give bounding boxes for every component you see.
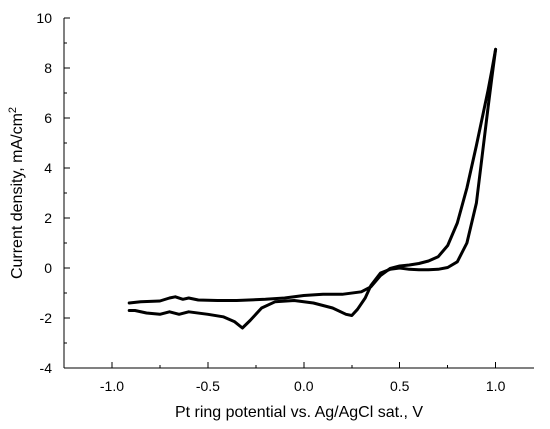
- cv-sweep-line-2: [127, 47, 498, 330]
- y-tick-label: 8: [44, 60, 52, 76]
- x-tick-label: -1.0: [100, 378, 124, 394]
- x-axis-title: Pt ring potential vs. Ag/AgCl sat., V: [175, 404, 423, 421]
- y-axis-title: Current density, mA/cm2: [7, 107, 26, 279]
- series-layer: [127, 47, 498, 330]
- y-axis-title-text: Current density, mA/cm: [9, 113, 26, 279]
- x-tick-label: -0.5: [196, 378, 220, 394]
- y-tick-label: -4: [40, 360, 53, 376]
- cv-sweep-line-1: [127, 47, 498, 305]
- y-axis-title-superscript: 2: [7, 107, 19, 113]
- x-tick-label: 1.0: [486, 378, 506, 394]
- axes: -1.0 -0.5 0.0 0.5 1.0 -4 -2 0 2 4 6 8 10: [36, 10, 534, 394]
- y-tick-label: 2: [44, 210, 52, 226]
- y-tick-label: 10: [36, 10, 52, 26]
- y-tick-label: 0: [44, 260, 52, 276]
- y-tick-label: 6: [44, 110, 52, 126]
- x-tick-label: 0.5: [390, 378, 410, 394]
- y-tick-label: -2: [40, 310, 53, 326]
- y-tick-label: 4: [44, 160, 52, 176]
- x-tick-label: 0.0: [294, 378, 314, 394]
